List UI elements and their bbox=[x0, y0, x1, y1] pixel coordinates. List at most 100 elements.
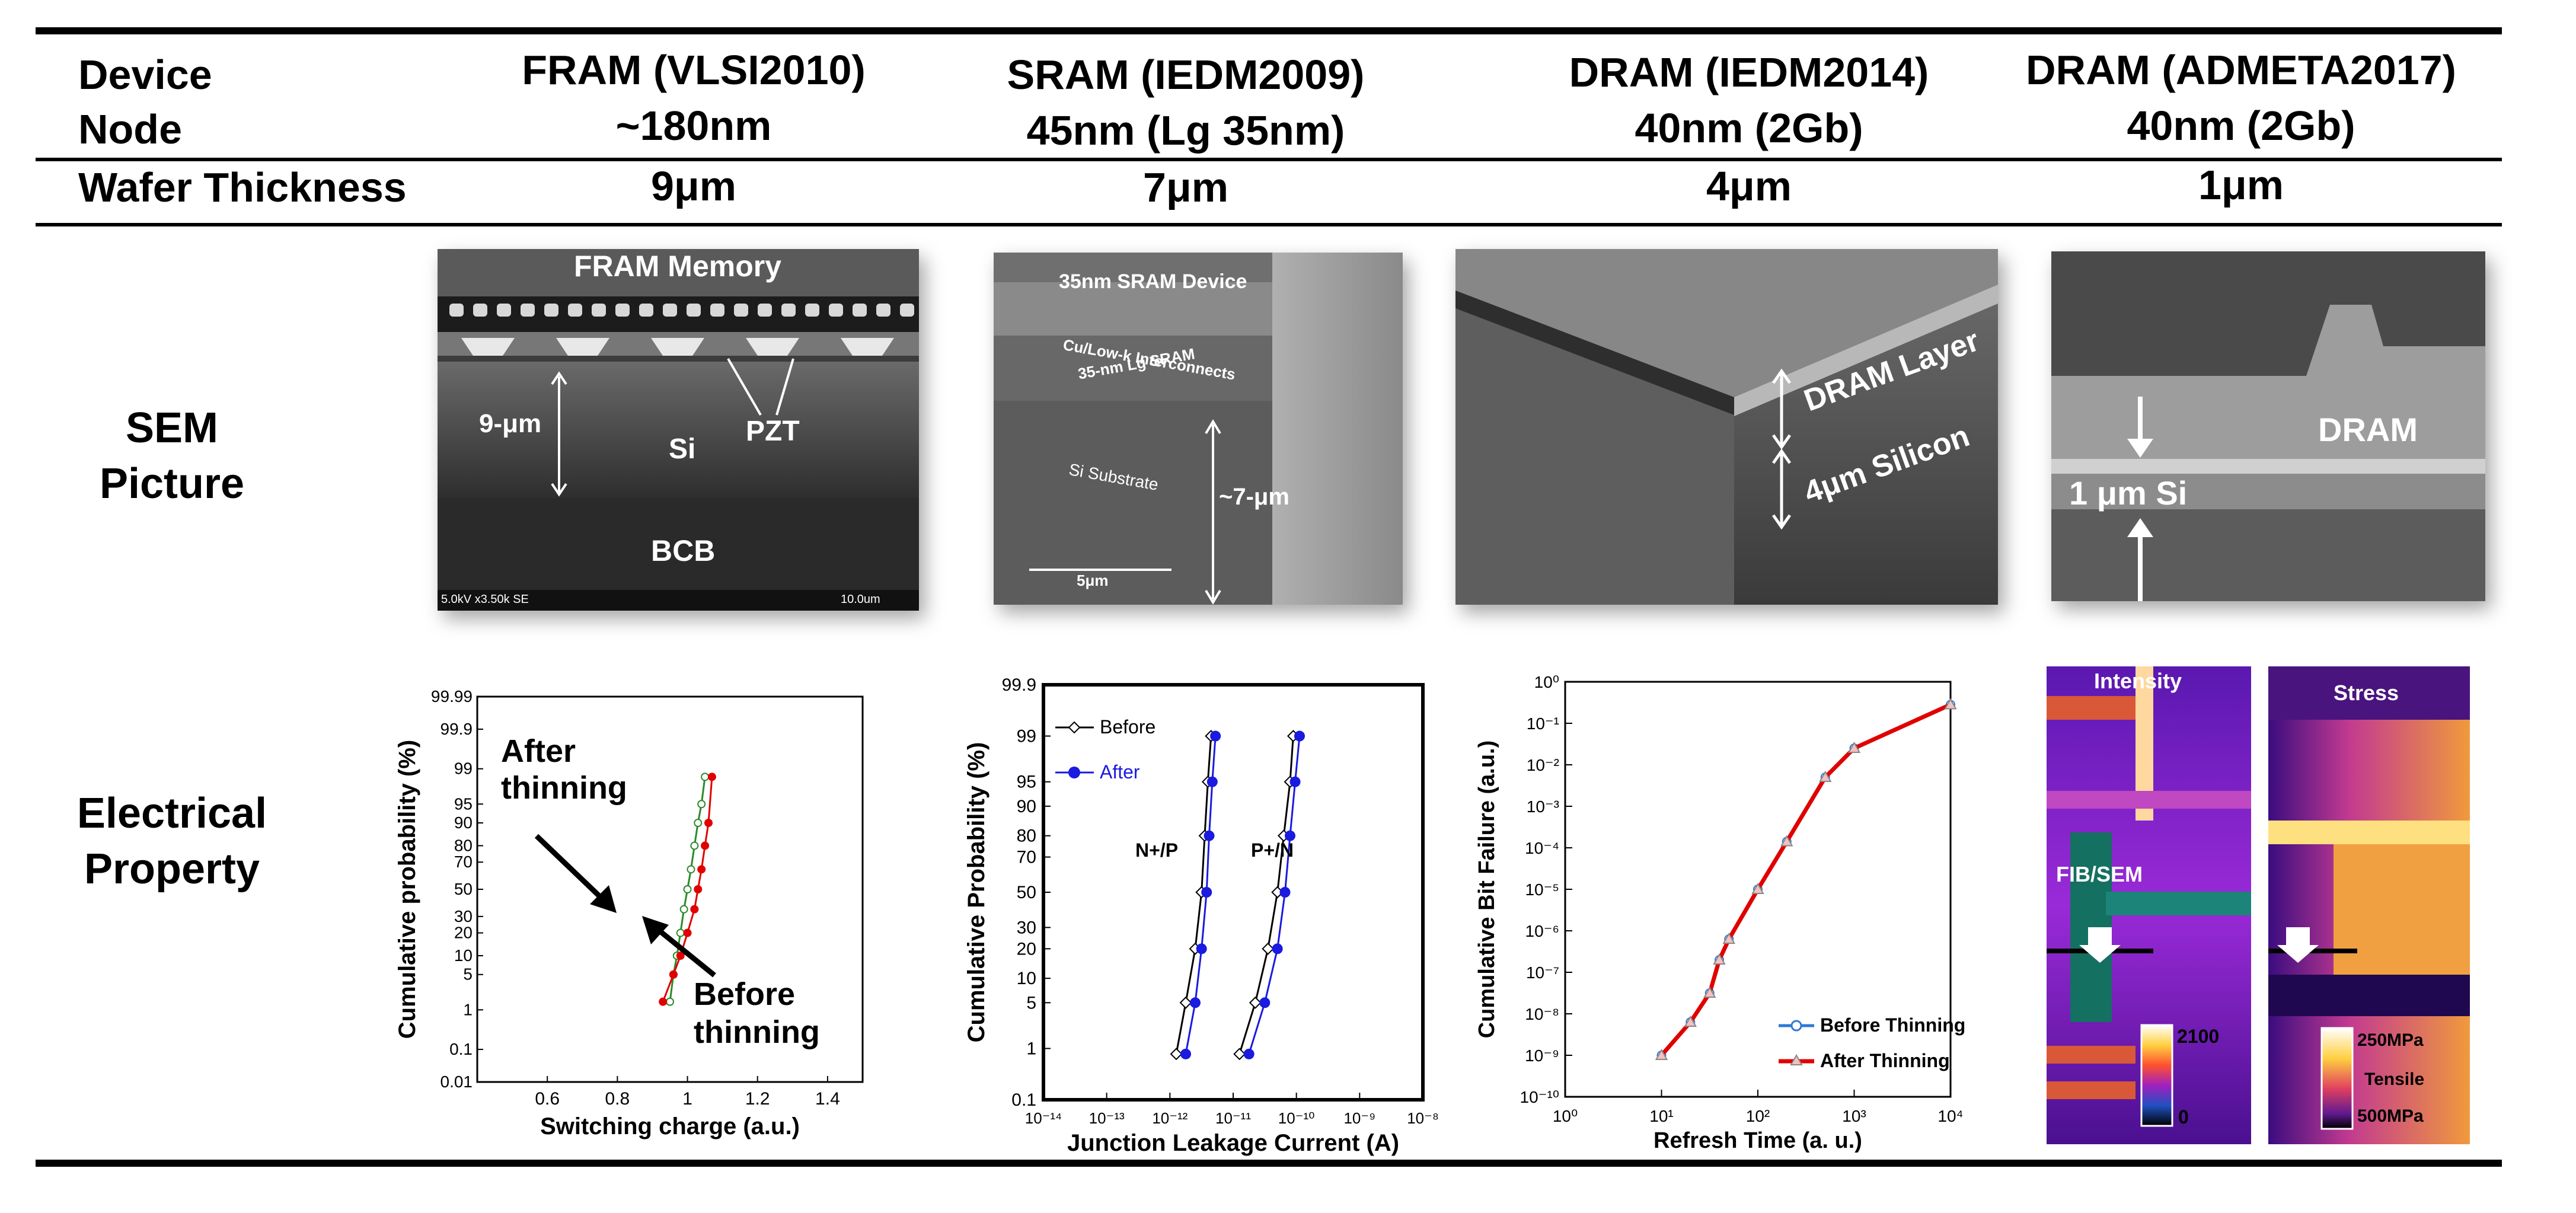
fram-x-axis-label: Switching charge (a.u.) bbox=[540, 1113, 800, 1139]
fram-data-point bbox=[701, 773, 710, 781]
dram-y-tick-label: 10⁻⁷ bbox=[1526, 963, 1559, 982]
dram-y-axis-label: Cumulative Bit Failure (a.u.) bbox=[1474, 740, 1499, 1039]
sram-y-axis-label: Cumulative Probability (%) bbox=[963, 742, 989, 1043]
dram-2014-sem-image: DRAM Layer 4μm Silicon bbox=[1455, 249, 1998, 605]
dram-data-point bbox=[1751, 882, 1764, 894]
top-rule bbox=[36, 27, 2502, 34]
fram-y-tick-label: 99 bbox=[454, 759, 473, 778]
sram-data-point bbox=[1243, 1048, 1255, 1059]
sram-x-tick-label: 10⁻¹⁰ bbox=[1278, 1109, 1315, 1127]
intensity-min: 0 bbox=[2178, 1106, 2189, 1128]
sram-legend-label-after: After bbox=[1100, 761, 1140, 783]
sram-plot-frame bbox=[1042, 683, 1425, 1102]
fram-data-point bbox=[697, 865, 706, 874]
sem-row-label-line2: Picture bbox=[99, 460, 245, 507]
dram-2017-dram-label: DRAM bbox=[2318, 411, 2418, 448]
dram-y-tick-label: 10⁻⁹ bbox=[1525, 1046, 1559, 1065]
sram-y-tick-label: 0.1 bbox=[1011, 1090, 1036, 1110]
dram-legend-marker-after bbox=[1790, 1054, 1803, 1065]
col4-device: DRAM (ADMETA2017) bbox=[2026, 47, 2456, 93]
sram-y-tick-label: 80 bbox=[1017, 826, 1036, 846]
stress-top-label: 250MPa bbox=[2357, 1030, 2424, 1050]
fram-data-point bbox=[690, 905, 699, 914]
fram-data-point bbox=[687, 865, 695, 874]
header-rule-1 bbox=[36, 158, 2502, 161]
dram-data-point bbox=[1944, 698, 1957, 710]
fram-y-tick-label: 10 bbox=[454, 946, 473, 965]
fram-y-tick-label: 95 bbox=[454, 794, 473, 813]
sram-data-point bbox=[1170, 1048, 1183, 1061]
fram-data-point bbox=[683, 885, 692, 893]
fram-data-point bbox=[694, 885, 703, 893]
sram-data-point bbox=[1289, 776, 1301, 787]
fram-x-tick-label: 1.4 bbox=[815, 1089, 840, 1109]
sram-y-tick-label: 10 bbox=[1017, 969, 1036, 988]
sram-x-tick-label: 10⁻¹¹ bbox=[1215, 1109, 1251, 1127]
fram-chart: 99.99 99.9 99 95 90 80 70 50 30 20 10 5 1 0.1 0.01 0.6 0… bbox=[379, 670, 901, 1144]
sem-row-label: SEM Picture bbox=[47, 400, 296, 512]
stress-heatmap-drawing bbox=[2268, 666, 2470, 1144]
dram-data-point bbox=[1819, 770, 1832, 782]
fram-thickness-label: 9-μm bbox=[479, 409, 542, 438]
sram-legend-marker-before bbox=[1068, 721, 1081, 734]
sram-data-point bbox=[1233, 1048, 1246, 1061]
sram-sem-drawing bbox=[994, 253, 1403, 605]
dram-data-point bbox=[1655, 1048, 1668, 1060]
fram-y-tick-label: 90 bbox=[454, 813, 473, 832]
sram-x-tick-label: 10⁻¹² bbox=[1152, 1109, 1188, 1127]
sram-y-tick-label: 70 bbox=[1017, 848, 1036, 867]
col3-device: DRAM (IEDM2014) bbox=[1569, 49, 1929, 95]
sram-y-tick-label: 99 bbox=[1017, 727, 1036, 746]
fram-x-tick-label: 0.8 bbox=[605, 1089, 630, 1109]
fram-y-tick-label: 0.1 bbox=[449, 1040, 473, 1058]
dram-2017-sem-image: DRAM 1 μm Si bbox=[2051, 251, 2485, 601]
dram-y-tick-label: 10⁻⁵ bbox=[1525, 880, 1559, 899]
fram-y-tick-label: 99.99 bbox=[431, 687, 473, 706]
dram-data-point bbox=[1847, 741, 1861, 753]
fram-si-label: Si bbox=[669, 433, 696, 465]
sram-title: 35nm SRAM Device bbox=[1059, 270, 1247, 293]
fram-x-tick-label: 1.2 bbox=[745, 1089, 770, 1109]
sram-scale-label: 5μm bbox=[1077, 572, 1109, 589]
dram-x-tick-label: 10² bbox=[1746, 1107, 1770, 1125]
dram-y-tick-label: 10⁻⁸ bbox=[1525, 1005, 1559, 1023]
sram-data-point bbox=[1249, 996, 1262, 1009]
sram-x-tick-label: 10⁻¹⁴ bbox=[1025, 1109, 1062, 1127]
electrical-row-label: Electrical Property bbox=[36, 786, 308, 897]
fram-data-point bbox=[697, 800, 706, 809]
dram-chart: 10⁰ 10⁻¹ 10⁻² 10⁻³ 10⁻⁴ 10⁻⁵ 10⁻⁶ 10⁻⁷ 10⁻⁸ 10⁻⁹ 1… bbox=[1464, 667, 1986, 1159]
fram-data-point bbox=[679, 905, 688, 914]
fram-data-point bbox=[669, 970, 678, 979]
fram-y-tick-label: 5 bbox=[463, 965, 473, 984]
sram-y-tick-label: 50 bbox=[1017, 883, 1036, 902]
col2-thickness: 7μm bbox=[1143, 164, 1228, 210]
fram-data-point bbox=[701, 841, 710, 850]
fram-y-tick-label: 0.01 bbox=[440, 1072, 473, 1091]
fram-data-point bbox=[666, 997, 674, 1006]
fram-data-point bbox=[707, 773, 716, 781]
sram-chart-svg: 99.9 99 95 90 80 70 50 30 20 10 5 1 0.110⁻¹⁴ 10⁻¹³ 10⁻… bbox=[963, 675, 1439, 1156]
dram-y-tick-label: 10⁻⁶ bbox=[1525, 922, 1559, 940]
sram-legend-marker-after bbox=[1068, 767, 1080, 778]
sram-y-tick-label: 99.9 bbox=[1002, 675, 1036, 695]
device-label: Device bbox=[78, 52, 212, 98]
sram-data-point bbox=[1204, 830, 1215, 841]
dram-data-point bbox=[1780, 835, 1793, 847]
sram-data-point bbox=[1179, 996, 1192, 1009]
dram-x-tick-label: 10³ bbox=[1842, 1107, 1866, 1125]
sram-data-point bbox=[1262, 942, 1275, 955]
sram-x-tick-label: 10⁻¹³ bbox=[1089, 1109, 1125, 1127]
sram-data-point bbox=[1196, 943, 1207, 955]
fram-data-point bbox=[676, 951, 685, 960]
sram-sem-image: 35nm SRAM Device Cu/Low-k Interconnects … bbox=[994, 253, 1403, 605]
dram-y-tick-label: 10⁻¹ bbox=[1527, 714, 1559, 733]
dram-x-tick-label: 10⁴ bbox=[1937, 1107, 1963, 1125]
wafer-thickness-label: Wafer Thickness bbox=[78, 164, 407, 210]
stress-bottom-label: 500MPa bbox=[2357, 1106, 2424, 1126]
electrical-row-label-line1: Electrical bbox=[76, 790, 267, 837]
sram-annotation-np: N+/P bbox=[1135, 839, 1178, 861]
fram-sem-drawing bbox=[438, 249, 919, 611]
fram-footer-right: 10.0um bbox=[841, 593, 880, 606]
fram-y-tick-label: 50 bbox=[454, 880, 473, 898]
